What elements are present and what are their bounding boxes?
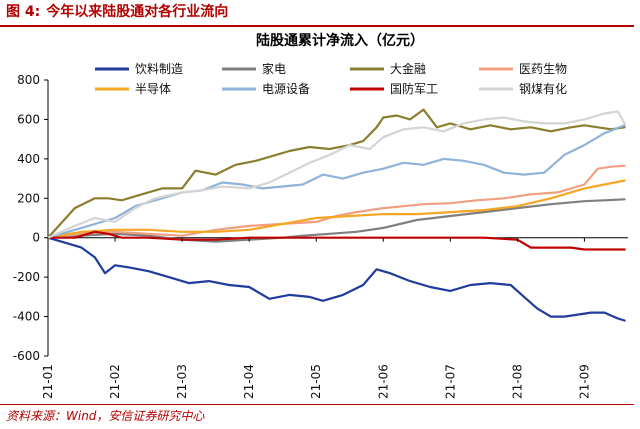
legend-label: 医药生物	[519, 62, 567, 76]
legend-label: 电源设备	[262, 82, 310, 96]
x-tick-label: 21-03	[175, 364, 189, 399]
series-line	[46, 198, 626, 243]
y-tick-label: -400	[13, 310, 40, 324]
series-line	[46, 164, 626, 239]
figure-number: 图 4:	[6, 4, 41, 20]
y-axis: -600 -400 -200 0 200 400 600 800	[13, 73, 48, 363]
header-rule	[0, 25, 634, 27]
x-tick-label: 21-05	[309, 364, 323, 399]
y-tick-label: -200	[13, 270, 40, 284]
legend-label: 家电	[262, 61, 286, 76]
series-line	[46, 110, 626, 239]
x-tick-label: 21-08	[510, 364, 524, 399]
x-tick-label: 21-07	[443, 364, 457, 399]
y-tick-label: -600	[13, 349, 40, 363]
figure-title: 今年以来陆股通对各行业流向	[46, 4, 229, 20]
y-tick-label: 0	[32, 231, 40, 245]
series-line	[46, 124, 626, 239]
series-line	[46, 236, 626, 322]
x-axis: 21-01 21-02 21-03 21-04 21-05 21-06 21-07 21-08…	[41, 237, 591, 399]
series-line	[46, 179, 626, 239]
figure-header: 图 4: 今年以来陆股通对各行业流向	[0, 0, 234, 24]
series-layer	[46, 108, 626, 322]
series-line	[46, 108, 626, 239]
legend-label: 大金融	[390, 61, 426, 76]
y-tick-label: 400	[17, 152, 40, 166]
legend-label: 半导体	[135, 82, 171, 96]
legend-label: 饮料制造	[135, 62, 183, 76]
chart-title: 陆股通累计净流入（亿元）	[256, 32, 424, 49]
legend-label: 国防军工	[390, 81, 438, 96]
y-tick-label: 600	[17, 112, 40, 126]
x-tick-label: 21-02	[108, 364, 122, 399]
x-tick-label: 21-06	[376, 364, 390, 399]
y-tick-label: 800	[17, 73, 40, 87]
x-tick-label: 21-04	[242, 364, 256, 399]
x-tick-label: 21-01	[41, 364, 55, 399]
y-tick-label: 200	[17, 191, 40, 205]
footer-rule	[0, 404, 634, 405]
source-note: 资料来源：Wind，安信证券研究中心	[6, 409, 205, 423]
series-line	[46, 230, 626, 251]
legend-label: 钢煤有化	[519, 82, 567, 96]
x-tick-label: 21-09	[577, 364, 591, 399]
axes	[47, 80, 628, 356]
